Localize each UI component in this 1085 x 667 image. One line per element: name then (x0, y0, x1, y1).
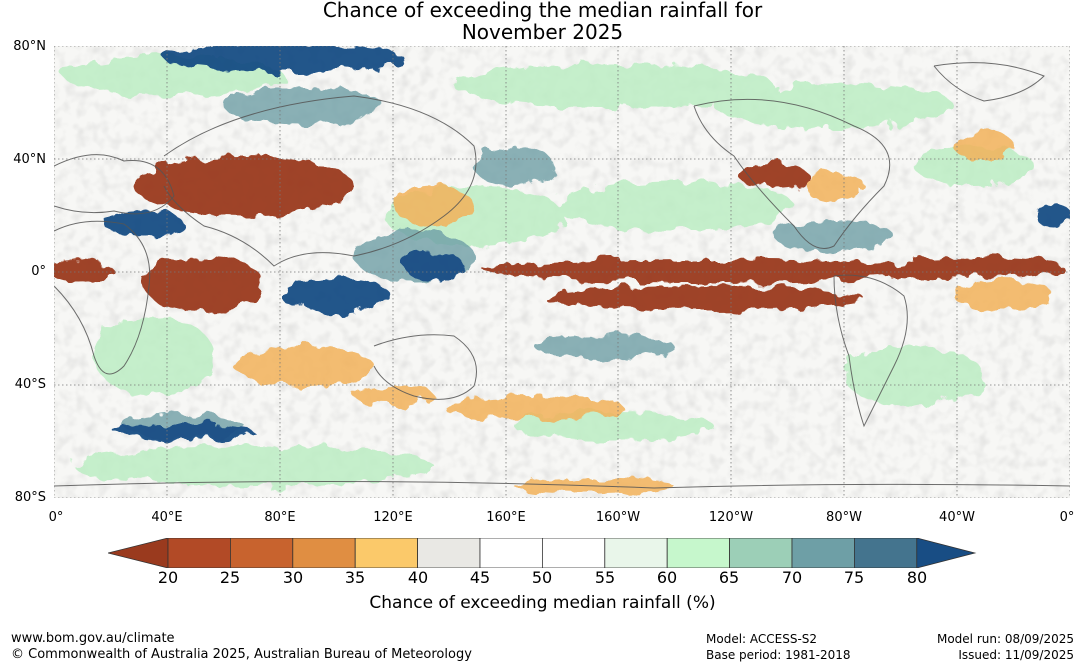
asia-outline (163, 95, 477, 267)
colorbar-tick: 35 (344, 568, 366, 587)
lon-label-160w: 160°W (595, 510, 641, 525)
colorbar-swatch (167, 538, 231, 568)
colorbar-label: Chance of exceeding median rainfall (%) (369, 593, 716, 613)
colorbar-tick: 70 (781, 568, 803, 587)
footer-copyright: © Commonwealth of Australia 2025, Austra… (11, 647, 472, 662)
lon-label-80e: 80°E (264, 510, 296, 525)
colorbar-swatch (854, 538, 918, 568)
colorbar-tick: 30 (282, 568, 304, 587)
colorbar-tick: 80 (906, 568, 928, 587)
lat-label-40n: 40°N (13, 152, 46, 167)
map-title-line1: Chance of exceeding the median rainfall … (322, 0, 763, 22)
lon-label-120w: 120°W (708, 510, 754, 525)
rainfall-probability-map (54, 46, 1070, 498)
lon-label-80w: 80°W (826, 510, 862, 525)
colorbar-tick: 60 (656, 568, 678, 587)
colorbar-swatch (791, 538, 855, 568)
colorbar-swatch (354, 538, 418, 568)
probability-fields (54, 46, 1070, 494)
colorbar-swatch (292, 538, 356, 568)
north-america-outline (693, 98, 891, 249)
lon-label-0-right: 0° (1059, 510, 1075, 525)
colorbar-tick: 20 (157, 568, 179, 587)
colorbar-swatch (417, 538, 481, 568)
lon-label-120e: 120°E (373, 510, 413, 525)
south-america-outline (833, 274, 908, 428)
africa-outline (54, 220, 151, 375)
footer-base-period: Base period: 1981-2018 (706, 648, 851, 662)
footer-issued: Issued: 11/09/2025 (958, 648, 1074, 662)
lat-label-40s: 40°S (14, 377, 46, 392)
footer-model-run: Model run: 08/09/2025 (936, 632, 1074, 646)
orange-fields (234, 131, 1054, 494)
colorbar-swatch (230, 538, 294, 568)
colorbar-swatch (604, 538, 668, 568)
lat-label-0: 0° (31, 264, 46, 279)
colorbar-tick: 55 (594, 568, 616, 587)
colorbar-swatch (666, 538, 731, 568)
colorbar-tick: 75 (843, 568, 865, 587)
colorbar-tick: 65 (718, 568, 740, 587)
blue-fields (104, 46, 1070, 440)
coastlines (54, 62, 1070, 489)
colorbar-tick: 25 (219, 568, 241, 587)
europe-outline (54, 154, 175, 215)
colorbar-tick: 40 (407, 568, 429, 587)
colorbar-swatch (729, 538, 793, 568)
colorbar-tick: 45 (469, 568, 491, 587)
antarctica-outline (54, 480, 1070, 489)
lon-label-0-left: 0° (48, 510, 64, 525)
colorbar-extend-low (108, 538, 169, 568)
lat-label-80n: 80°N (13, 39, 46, 54)
brown-fields (54, 156, 1064, 312)
australia-outline (373, 334, 477, 400)
gridlines (54, 46, 1070, 498)
colorbar-swatch (479, 538, 543, 568)
footer-model: Model: ACCESS-S2 (706, 632, 818, 646)
greenland-outline (933, 62, 1045, 102)
lon-label-40w: 40°W (939, 510, 975, 525)
colorbar-extend-high (916, 538, 977, 568)
footer-website: www.bom.gov.au/climate (11, 631, 175, 646)
lon-label-160e: 160°E (486, 510, 526, 525)
colorbar-tick: 50 (531, 568, 553, 587)
map-title-line2: November 2025 (461, 20, 624, 44)
lat-label-80s: 80°S (14, 490, 46, 505)
colorbar (108, 538, 977, 568)
colorbar-swatch (541, 538, 606, 568)
lon-label-40e: 40°E (151, 510, 183, 525)
